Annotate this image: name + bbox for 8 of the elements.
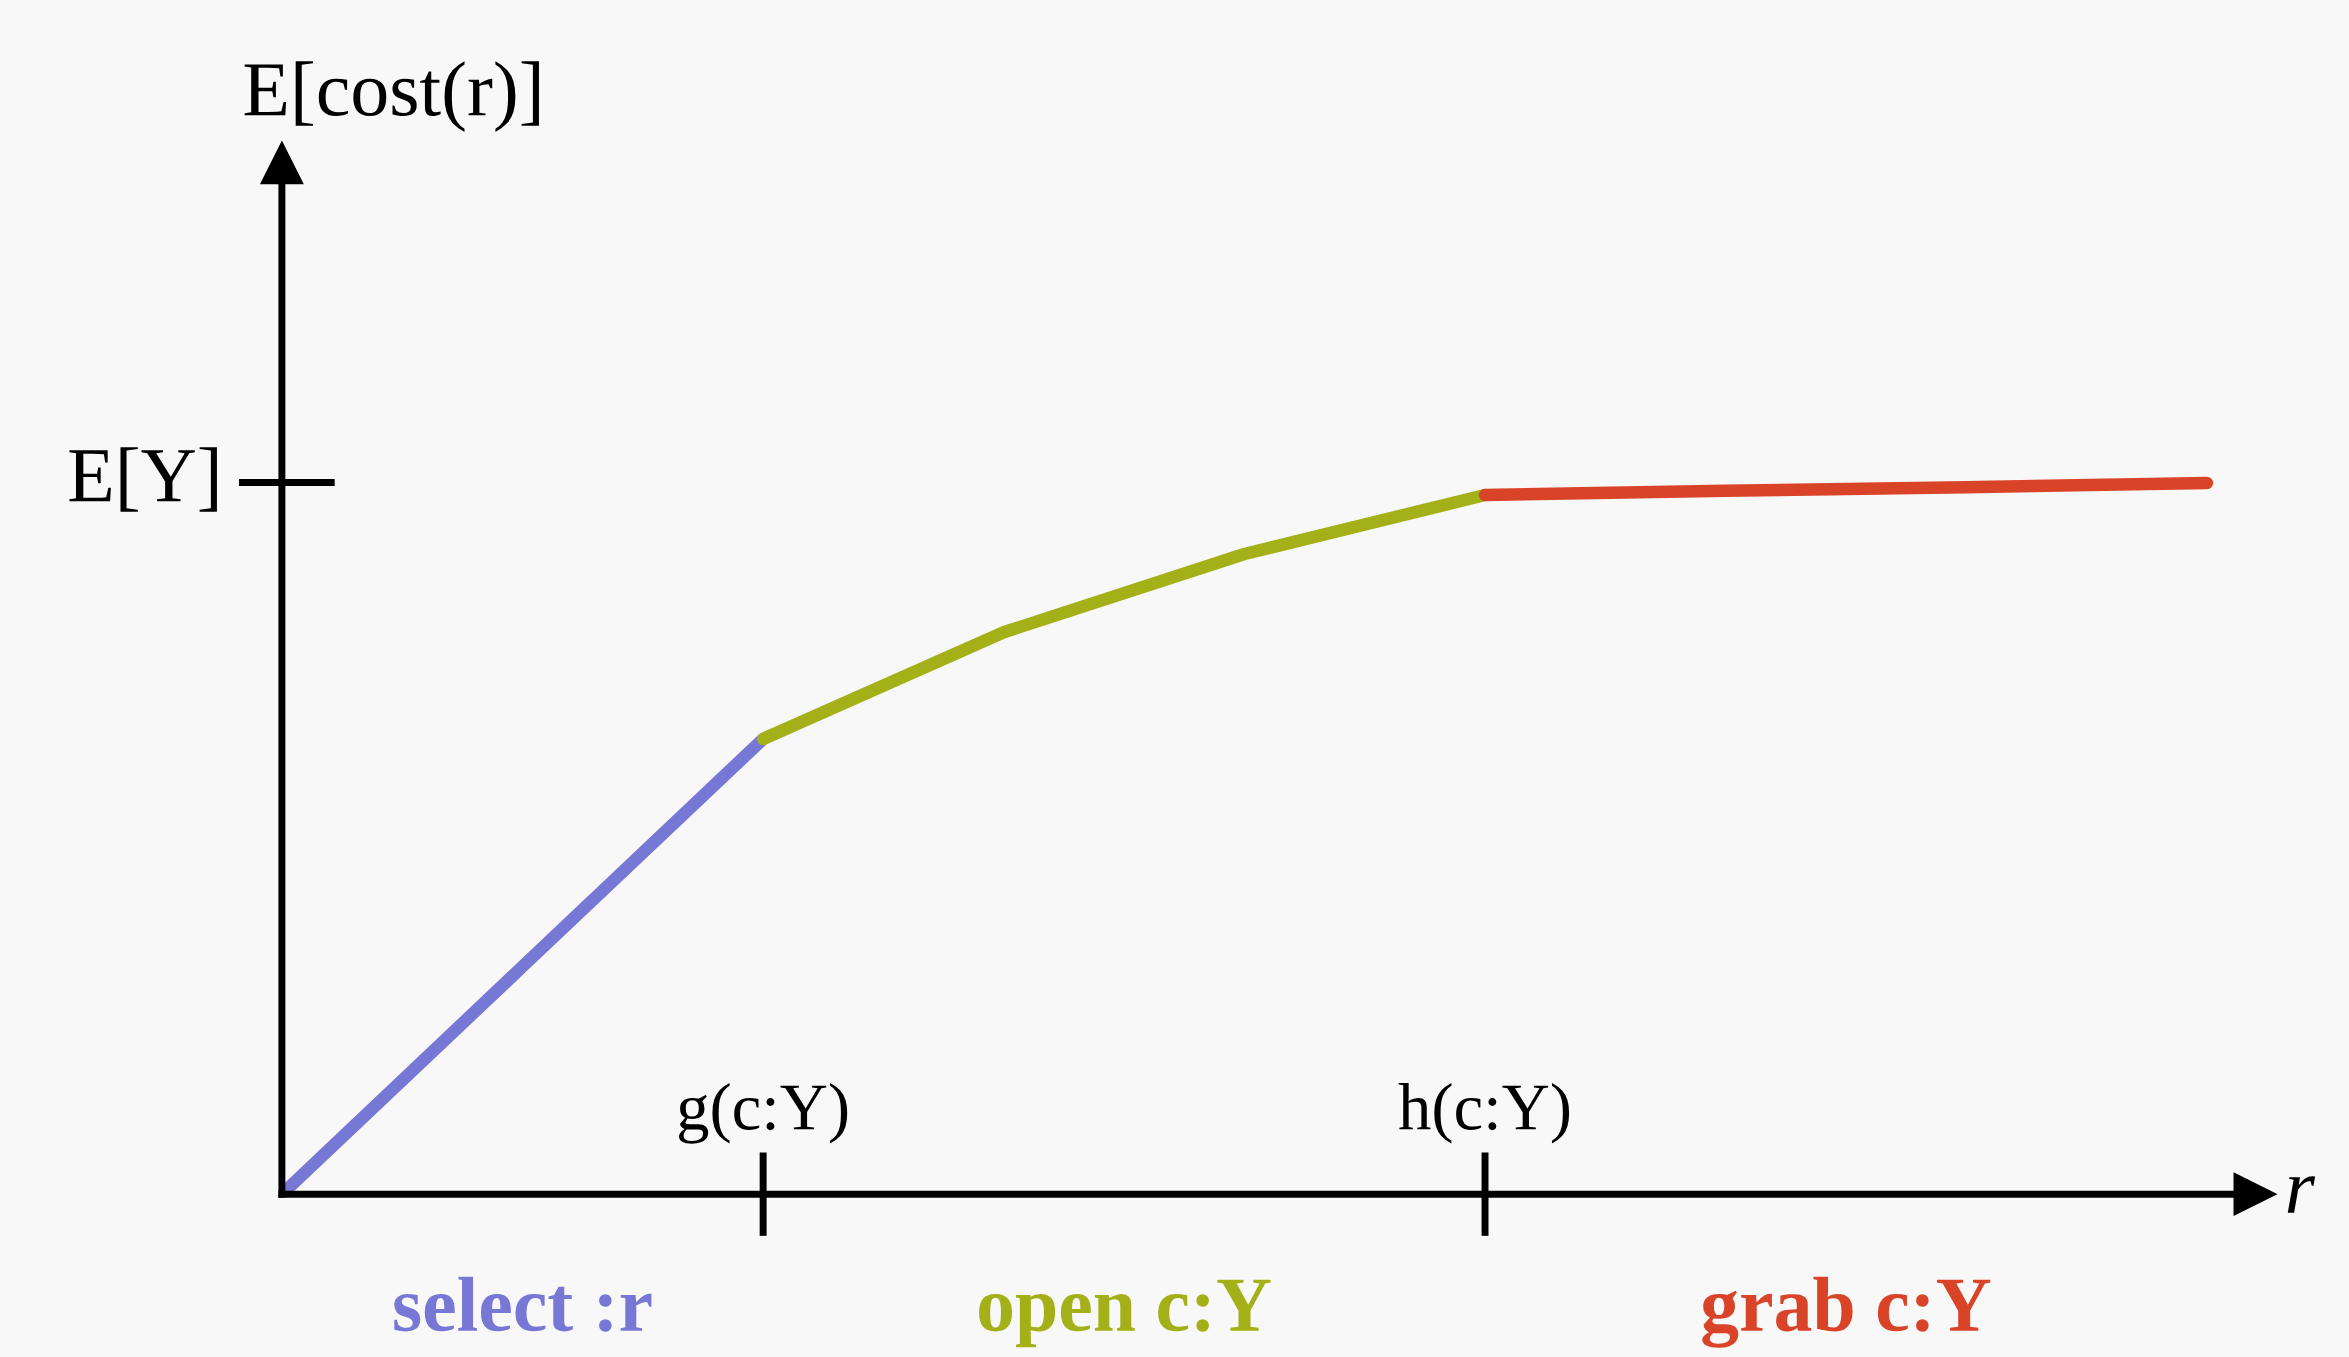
y-axis-title: E[cost(r)] xyxy=(244,61,539,132)
text: open c:Y xyxy=(979,1279,1271,1348)
x-axis-title: r xyxy=(2287,1176,2316,1213)
x-tick-label: g(c:Y) xyxy=(679,1083,848,1144)
text: E[Y] xyxy=(69,447,217,512)
x-tick-label: h(c:Y) xyxy=(1398,1083,1570,1144)
text: grab c:Y xyxy=(1702,1276,1991,1348)
series-label: select :r xyxy=(394,1276,652,1332)
